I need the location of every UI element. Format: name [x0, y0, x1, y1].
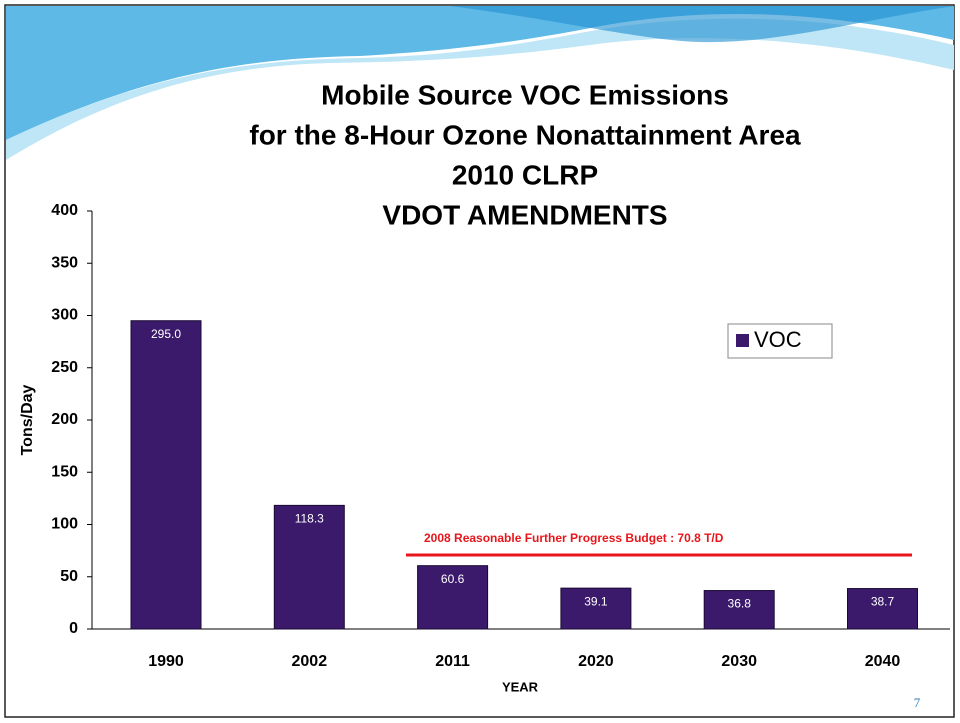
x-tick-label: 2030: [721, 653, 757, 670]
value-label: 38.7: [871, 595, 895, 609]
bar: [847, 588, 918, 630]
bar: [273, 504, 345, 630]
chart-title: VDOT AMENDMENTS: [382, 199, 667, 230]
chart-title: 2010 CLRP: [452, 159, 598, 190]
legend-swatch: [736, 334, 749, 347]
bar: [560, 587, 632, 630]
bar: [417, 565, 489, 630]
y-tick-label: 150: [51, 463, 78, 480]
y-tick-label: 300: [51, 307, 78, 324]
x-tick-label: 2020: [578, 653, 614, 670]
y-tick-label: 0: [69, 620, 78, 637]
bar: [130, 320, 202, 630]
y-axis-label: Tons/Day: [19, 384, 36, 455]
bar: [703, 590, 775, 630]
chart-title: for the 8-Hour Ozone Nonattainment Area: [249, 119, 801, 150]
y-tick-label: 350: [51, 254, 78, 271]
value-label: 295.0: [151, 327, 181, 341]
header-swoosh: [6, 6, 954, 140]
value-label: 118.3: [295, 512, 324, 526]
value-label: 60.6: [441, 572, 465, 586]
y-tick-label: 200: [51, 411, 78, 428]
reference-label: 2008 Reasonable Further Progress Budget …: [424, 531, 724, 545]
x-axis-label: YEAR: [502, 679, 539, 694]
y-tick-label: 100: [51, 516, 78, 533]
y-tick-label: 400: [51, 202, 78, 219]
x-tick-label: 2002: [292, 653, 328, 670]
y-tick-label: 50: [60, 568, 78, 585]
x-tick-label: 2011: [435, 653, 470, 670]
legend-label: VOC: [754, 327, 802, 352]
header-swoosh-dark: [6, 6, 954, 43]
header-swoosh-light: [6, 18, 954, 161]
y-tick-label: 250: [51, 359, 78, 376]
chart-title: Mobile Source VOC Emissions: [321, 79, 729, 110]
x-tick-label: 1990: [148, 653, 184, 670]
value-label: 39.1: [584, 594, 608, 608]
value-label: 36.8: [728, 597, 752, 611]
page-number: 7: [914, 695, 921, 710]
x-tick-label: 2040: [865, 653, 901, 670]
